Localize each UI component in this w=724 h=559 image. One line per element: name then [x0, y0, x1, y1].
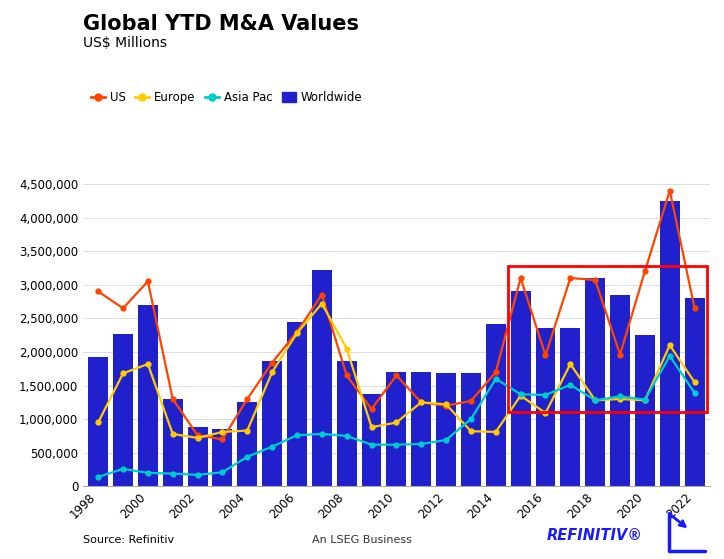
Bar — [411, 372, 432, 486]
Bar — [510, 291, 531, 486]
Text: REFINITIV®: REFINITIV® — [547, 528, 643, 543]
Bar — [610, 295, 630, 486]
Bar — [536, 329, 555, 486]
Bar — [585, 278, 605, 486]
Bar — [163, 399, 182, 486]
Bar — [436, 373, 456, 486]
Bar — [287, 323, 307, 486]
Bar — [635, 335, 654, 486]
Bar — [461, 373, 481, 486]
Bar — [337, 361, 357, 486]
Text: An LSEG Business: An LSEG Business — [312, 535, 412, 545]
Bar — [685, 298, 704, 486]
Bar — [361, 394, 382, 486]
Legend: US, Europe, Asia Pac, Worldwide: US, Europe, Asia Pac, Worldwide — [86, 87, 367, 109]
Bar — [113, 334, 133, 486]
Bar — [387, 372, 406, 486]
Bar — [486, 324, 506, 486]
Text: US$ Millions: US$ Millions — [83, 36, 167, 50]
Text: Global YTD M&A Values: Global YTD M&A Values — [83, 14, 359, 34]
Text: Source: Refinitiv: Source: Refinitiv — [83, 535, 174, 545]
Bar — [262, 361, 282, 486]
Bar — [660, 201, 680, 486]
Bar — [138, 305, 158, 486]
Bar — [508, 266, 707, 413]
Bar — [188, 427, 208, 486]
Bar — [212, 429, 232, 486]
Bar — [312, 270, 332, 486]
Bar — [88, 357, 108, 486]
Bar — [237, 402, 257, 486]
Bar — [560, 329, 581, 486]
